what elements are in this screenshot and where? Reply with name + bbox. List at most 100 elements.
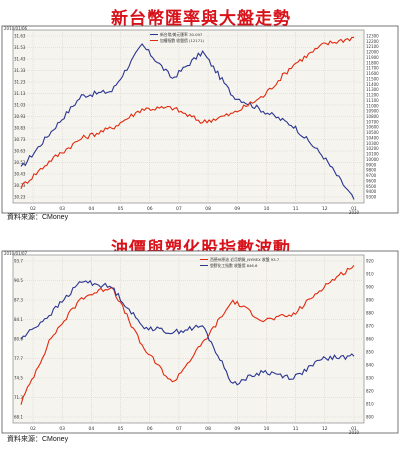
- chart1-right-tick: 12100: [366, 44, 379, 49]
- chart2-x-subtick: 2010: [349, 430, 360, 435]
- chart1-series-line-1: [20, 43, 355, 200]
- chart2-x-tick: 06: [147, 426, 153, 432]
- chart1-x-tick: 07: [176, 206, 182, 212]
- chart1-right-tick: 10600: [366, 125, 379, 130]
- chart2-left-tick: 93.7: [14, 259, 23, 264]
- chart2-left-tick: 74.5: [14, 376, 23, 381]
- chart1-right-tick: 11000: [366, 103, 379, 108]
- chart1-right-tick: 9400: [366, 189, 377, 194]
- chart1-right-tick: 10100: [366, 152, 379, 157]
- chart2-x-tick: 04: [88, 426, 94, 432]
- chart1-x-tick: 12: [322, 206, 328, 212]
- chart1-right-tick: 12300: [366, 34, 379, 39]
- chart1-x-tick: 09: [234, 206, 240, 212]
- chart1-right-tick: 11800: [366, 60, 379, 65]
- chart1-right-tick: 10500: [366, 130, 379, 135]
- chart2-left-tick: 71.3: [14, 395, 23, 400]
- chart2-right-tick: 810: [366, 402, 374, 407]
- chart1-right-tick: 9300: [366, 195, 377, 200]
- chart1-left-tick: 31.53: [14, 45, 26, 50]
- chart2-left-tick: 87.3: [14, 298, 23, 303]
- chart1-title: 新台幣匯率與大盤走勢: [111, 9, 291, 29]
- chart1-right-tick: 9800: [366, 168, 377, 173]
- chart2-x-tick: 08: [205, 426, 211, 432]
- chart1-right-tick: 9700: [366, 173, 377, 178]
- chart1-source: 資料來源：CMoney: [7, 214, 69, 221]
- chart2-legend-item: 塑膠化工指數 收盤價 846.6: [210, 263, 258, 268]
- chart1-right-tick: 12200: [366, 39, 379, 44]
- chart2-right-tick: 900: [366, 285, 374, 290]
- chart2-source: 資料來源：CMoney: [7, 436, 69, 443]
- chart2-right-tick: 920: [366, 259, 374, 264]
- chart1-left-tick: 31.63: [14, 34, 26, 39]
- chart1-left-tick: 30.83: [14, 126, 26, 131]
- chart1-left-tick: 30.73: [14, 137, 26, 142]
- chart2-right-tick: 840: [366, 363, 374, 368]
- chart1-x-tick: 08: [205, 206, 211, 212]
- chart2-right-tick: 880: [366, 311, 374, 316]
- chart1-right-tick: 9900: [366, 162, 377, 167]
- chart1-right-tick: 10900: [366, 109, 379, 114]
- chart2-right-tick: 860: [366, 337, 374, 342]
- chart1-left-tick: 31.23: [14, 80, 26, 85]
- chart1-right-tick: 10000: [366, 157, 379, 162]
- chart1-right-tick: 11500: [366, 76, 379, 81]
- chart2-right-tick: 870: [366, 324, 374, 329]
- chart1-left-tick: 31.13: [14, 91, 26, 96]
- chart2-series-line-1: [20, 264, 355, 405]
- chart1-right-tick: 11900: [366, 55, 379, 60]
- chart1-right-tick: 10200: [366, 146, 379, 151]
- chart1-x-tick: 02: [30, 206, 36, 212]
- chart1-right-tick: 10300: [366, 141, 379, 146]
- chart2-x-tick: 01: [351, 426, 357, 432]
- chart1-right-tick: 10800: [366, 114, 379, 119]
- chart1-right-tick: 10700: [366, 119, 379, 124]
- chart1-left-tick: 30.93: [14, 114, 26, 119]
- chart2-left-tick: 84.1: [14, 317, 23, 322]
- chart1-x-tick: 01: [351, 206, 357, 212]
- chart1-legend-item: 加權指數 收盤價 (12171): [160, 38, 205, 43]
- chart1-right-tick: 11400: [366, 82, 379, 87]
- chart1-series-line-2: [20, 36, 354, 190]
- chart1-legend-item: 新台幣/美元匯率 30.097: [160, 32, 203, 37]
- chart2-right-tick: 850: [366, 350, 374, 355]
- chart1-right-tick: 10400: [366, 135, 379, 140]
- chart1-left-tick: 31.33: [14, 68, 26, 73]
- chart2-right-tick: 820: [366, 389, 374, 394]
- chart1-right-tick: 12000: [366, 50, 379, 55]
- chart2-left-tick: 77.7: [14, 356, 23, 361]
- chart2-x-tick: 12: [322, 426, 328, 432]
- chart1-x-tick: 11: [293, 206, 299, 212]
- chart1-x-tick: 06: [147, 206, 153, 212]
- chart2-x-tick: 05: [118, 426, 124, 432]
- chart2-series-line-2: [20, 279, 355, 386]
- chart1-left-tick: 30.63: [14, 149, 26, 154]
- chart1-left-tick: 31.43: [14, 57, 26, 62]
- chart1-left-tick: 30.43: [14, 172, 26, 177]
- chart2-x-tick: 09: [234, 426, 240, 432]
- chart2-left-tick: 68.1: [14, 415, 23, 420]
- chart2-x-tick: 11: [293, 426, 299, 432]
- chart1-right-tick: 11100: [366, 98, 379, 103]
- chart1-corner-label: 2010/01/06: [4, 26, 28, 31]
- chart2-right-tick: 830: [366, 376, 374, 381]
- chart1-right-tick: 9600: [366, 178, 377, 183]
- chart2-left-tick: 80.9: [14, 337, 23, 342]
- chart1-left-tick: 30.23: [14, 195, 26, 200]
- chart1-right-tick: 11600: [366, 71, 379, 76]
- chart1-x-tick: 05: [118, 206, 124, 212]
- chart2-legend-item: 西德州原油 近月期貨_NYMEX 收盤 93.7: [210, 257, 280, 262]
- chart2-x-tick: 03: [59, 426, 65, 432]
- chart1-x-subtick: 2010: [349, 210, 360, 215]
- chart1-right-tick: 11300: [366, 87, 379, 92]
- chart2-left-tick: 90.5: [14, 278, 23, 283]
- chart1-x-tick: 04: [88, 206, 94, 212]
- chart2-x-tick: 10: [264, 426, 270, 432]
- chart1-left-tick: 31.03: [14, 103, 26, 108]
- chart2-corner-label: 2010/01/07: [4, 251, 28, 256]
- chart2-right-tick: 890: [366, 298, 374, 303]
- chart2-right-tick: 910: [366, 272, 374, 277]
- chart1-x-tick: 10: [264, 206, 270, 212]
- chart2-x-tick: 02: [30, 426, 36, 432]
